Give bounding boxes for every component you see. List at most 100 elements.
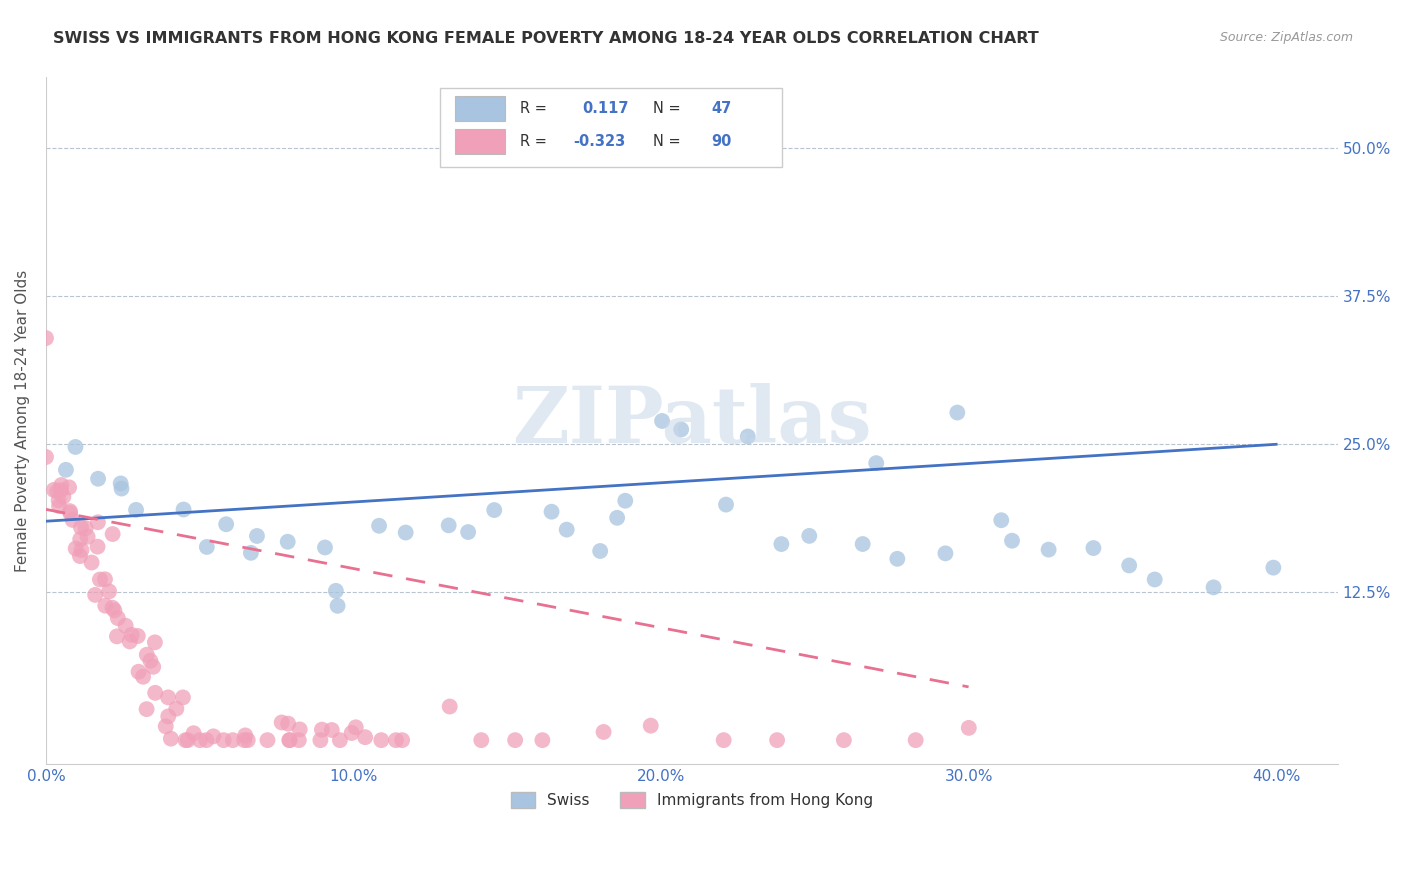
Text: ZIPatlas: ZIPatlas (512, 383, 872, 458)
Point (1001, 533, 1024, 548)
Text: -0.323: -0.323 (574, 134, 626, 149)
Text: Source: ZipAtlas.com: Source: ZipAtlas.com (1219, 31, 1353, 45)
Point (395, 525, 418, 540)
Point (46, 484, 69, 499)
Point (87, 472, 110, 486)
Point (69, 533, 91, 547)
Text: R =: R = (520, 101, 547, 116)
Point (669, 422, 692, 436)
FancyBboxPatch shape (440, 87, 782, 167)
Point (233, 733, 256, 747)
Point (832, 733, 855, 747)
Point (172, 690, 194, 705)
Point (48, 493, 70, 508)
Point (98, 584, 121, 599)
Point (934, 546, 956, 560)
Point (195, 540, 218, 554)
Point (288, 733, 311, 747)
Point (212, 733, 235, 747)
Point (94, 572, 117, 586)
Point (59, 506, 82, 520)
Text: SWISS VS IMMIGRANTS FROM HONG KONG FEMALE POVERTY AMONG 18-24 YEAR OLDS CORRELAT: SWISS VS IMMIGRANTS FROM HONG KONG FEMAL… (53, 31, 1039, 46)
Point (391, 733, 413, 747)
Point (114, 619, 136, 633)
Point (48, 499, 70, 513)
Point (288, 723, 311, 737)
Point (132, 670, 155, 684)
Point (157, 709, 180, 723)
Point (957, 721, 980, 735)
Point (135, 702, 157, 716)
Point (143, 686, 166, 700)
Point (135, 648, 157, 662)
Point (107, 611, 129, 625)
Point (354, 730, 377, 744)
Point (143, 635, 166, 649)
Point (329, 733, 352, 747)
Point (188, 733, 211, 747)
Point (592, 725, 614, 739)
Point (62, 513, 84, 527)
Point (1143, 573, 1166, 587)
Point (110, 482, 132, 496)
Point (589, 544, 612, 558)
Point (65, 541, 87, 556)
Point (270, 715, 292, 730)
Point (713, 733, 735, 747)
Text: N =: N = (652, 134, 681, 149)
Point (314, 541, 336, 555)
Point (437, 518, 460, 533)
Point (990, 513, 1012, 527)
Point (457, 524, 479, 539)
Point (370, 733, 392, 747)
Point (278, 733, 301, 747)
Legend: Swiss, Immigrants from Hong Kong: Swiss, Immigrants from Hong Kong (505, 787, 879, 814)
Point (277, 716, 299, 731)
Point (101, 527, 124, 541)
Point (94, 599, 117, 613)
Point (340, 726, 363, 740)
Point (1263, 560, 1285, 574)
Point (51, 478, 73, 492)
Point (531, 733, 554, 747)
Point (865, 456, 887, 470)
Point (256, 733, 278, 747)
Point (76, 530, 98, 544)
Point (139, 654, 162, 668)
Text: 0.117: 0.117 (582, 101, 628, 116)
Point (614, 493, 637, 508)
Point (160, 731, 183, 746)
Point (852, 537, 875, 551)
Point (105, 629, 128, 643)
Point (177, 733, 200, 747)
Point (233, 728, 256, 742)
Point (239, 546, 262, 560)
Point (70, 543, 93, 558)
Point (174, 733, 197, 747)
Point (326, 599, 349, 613)
Point (183, 726, 205, 740)
Point (1202, 580, 1225, 594)
Point (215, 517, 238, 532)
Point (540, 505, 562, 519)
Point (86, 540, 108, 554)
Point (65, 440, 87, 454)
Point (87, 516, 110, 530)
Point (470, 733, 492, 747)
Point (142, 660, 165, 674)
Point (58, 480, 80, 494)
Point (202, 730, 225, 744)
Point (555, 523, 578, 537)
Text: 90: 90 (711, 134, 731, 149)
Point (222, 733, 245, 747)
Y-axis label: Female Poverty Among 18-24 Year Olds: Female Poverty Among 18-24 Year Olds (15, 269, 30, 572)
Point (80, 556, 103, 570)
Point (69, 549, 91, 563)
Point (55, 463, 77, 477)
Point (714, 498, 737, 512)
Point (42, 483, 65, 497)
Point (35, 450, 58, 464)
Point (103, 603, 125, 617)
Point (89, 573, 111, 587)
Point (766, 733, 789, 747)
